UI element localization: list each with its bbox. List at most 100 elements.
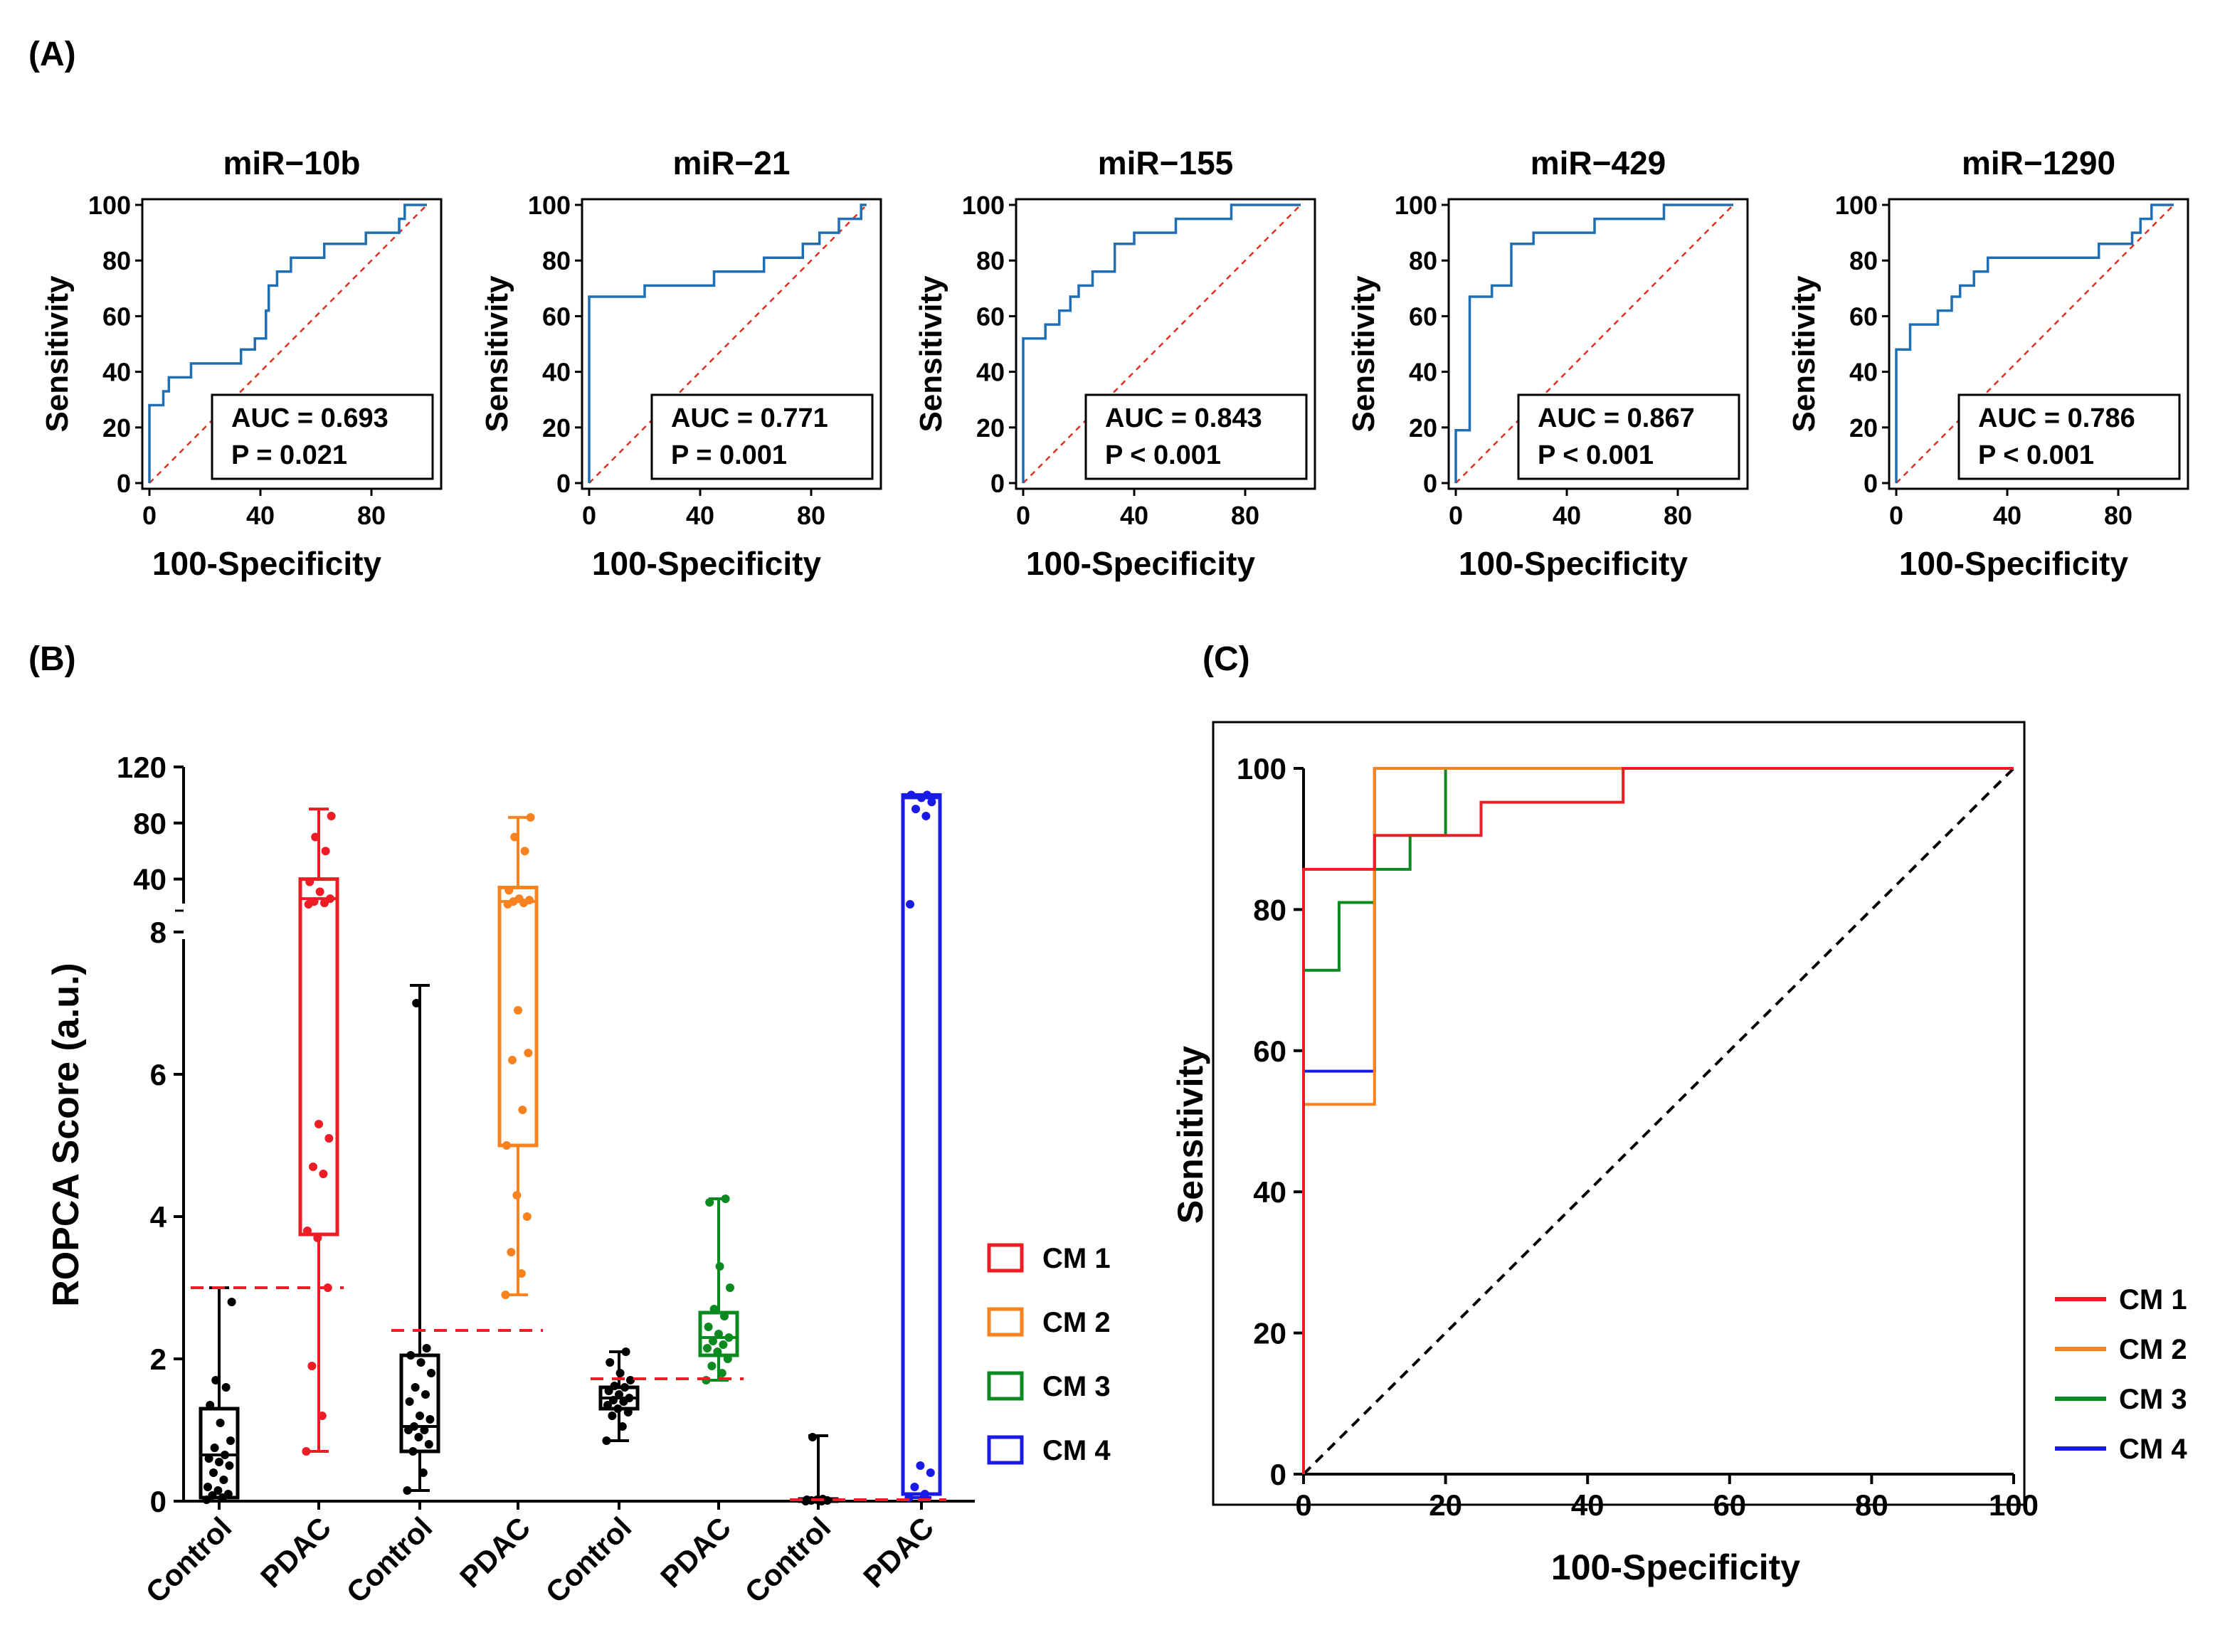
- stats-box: [1084, 393, 1308, 480]
- data-point: [514, 1006, 522, 1015]
- y-tick-label: 120: [117, 751, 166, 784]
- data-point: [314, 1120, 323, 1128]
- box: [497, 885, 539, 1148]
- data-point: [522, 1212, 532, 1221]
- data-point: [411, 1383, 420, 1392]
- y-tick-label: 2: [150, 1343, 166, 1376]
- y-tick-label: 8: [150, 916, 166, 949]
- data-point: [808, 1433, 817, 1441]
- data-point: [216, 1419, 225, 1427]
- p-value: P = 0.001: [671, 440, 787, 470]
- y-tick-label: 80: [1253, 893, 1286, 926]
- data-point: [305, 877, 314, 886]
- roc-subplot-1: miR−10b 0 20 40 60 80 100 0 40 80 Sensitivity 100-S…: [40, 144, 443, 582]
- data-point: [921, 811, 931, 820]
- x-tick-label: 40: [1120, 501, 1148, 530]
- data-point: [210, 1444, 219, 1452]
- data-point: [910, 1483, 919, 1491]
- subplot-title: miR−10b: [223, 144, 360, 181]
- data-point: [213, 1486, 223, 1495]
- p-value: P = 0.021: [231, 440, 347, 470]
- data-point: [621, 1347, 630, 1356]
- x-tick-label: 0: [1889, 501, 1903, 530]
- chance-diagonal: [1022, 204, 1301, 484]
- x-axis-label: 100-Specificity: [1551, 1547, 1800, 1587]
- data-point: [204, 1454, 213, 1463]
- y-tick-label: 80: [102, 246, 131, 275]
- x-tick-label: 40: [686, 501, 714, 530]
- data-point: [501, 1291, 510, 1299]
- data-point: [926, 1468, 935, 1477]
- data-point: [422, 1344, 431, 1352]
- y-axis-label: Sensitivity: [480, 275, 514, 433]
- y-tick-label: 20: [1849, 413, 1878, 443]
- panel-label-c: (C): [1202, 640, 1250, 678]
- legend-label: CM 2: [1042, 1307, 1111, 1338]
- data-point: [317, 1412, 327, 1420]
- y-tick-label: 40: [1253, 1175, 1286, 1209]
- y-tick-label: 80: [1849, 246, 1878, 275]
- data-point: [219, 1476, 228, 1484]
- data-point: [508, 1056, 517, 1064]
- data-point: [615, 1369, 625, 1377]
- x-tick-label: 0: [1449, 501, 1463, 530]
- x-tick-label: 0: [1295, 1488, 1311, 1522]
- data-point: [704, 1323, 713, 1331]
- data-point: [410, 1422, 418, 1431]
- data-point: [906, 900, 914, 909]
- data-point: [610, 1382, 619, 1390]
- y-tick-label: 40: [542, 358, 571, 387]
- data-point: [414, 1433, 423, 1441]
- y-axis-label: ROPCA Score (a.u.): [46, 963, 87, 1307]
- roc-curve: [148, 203, 427, 483]
- data-point: [604, 1387, 613, 1395]
- roc-subplot-3: miR−155 0 20 40 60 80 100 0 40 80 Sensitivity 100-S…: [914, 144, 1316, 582]
- y-tick-label: 6: [150, 1058, 166, 1091]
- y-tick-label: 0: [1270, 1458, 1286, 1491]
- x-tick-label: 40: [1993, 501, 2021, 530]
- data-point: [307, 1362, 317, 1370]
- legend-label: CM 4: [1042, 1435, 1111, 1466]
- pdac-box-3: [698, 1195, 739, 1384]
- x-tick-label: 0: [1016, 501, 1030, 530]
- subplot-title: miR−1290: [1962, 144, 2115, 181]
- y-axis-label: Sensitivity: [40, 275, 75, 433]
- y-tick-label: 4: [150, 1200, 167, 1234]
- data-point: [620, 1383, 629, 1392]
- y-tick-label: 0: [1423, 469, 1437, 498]
- chance-diagonal: [588, 204, 867, 484]
- legend-label: CM 1: [1042, 1243, 1111, 1274]
- data-point: [416, 1358, 426, 1367]
- chance-diagonal: [1302, 767, 2015, 1476]
- data-point: [803, 1495, 811, 1504]
- data-point: [717, 1369, 726, 1377]
- data-point: [713, 1347, 722, 1356]
- data-point: [406, 1351, 416, 1360]
- y-tick-label: 60: [1253, 1034, 1286, 1068]
- data-point: [709, 1305, 719, 1313]
- y-tick-label: 60: [1409, 302, 1437, 331]
- x-tick-label: 40: [1571, 1488, 1605, 1522]
- panel-a-roc-grid: miR−10b 0 20 40 60 80 100 0 40 80 Sensitivity 100-S…: [40, 144, 2189, 582]
- data-point: [724, 1333, 734, 1342]
- plot-frame: [1447, 198, 1749, 490]
- plot-frame: [1888, 198, 2189, 490]
- y-tick-label: 60: [542, 302, 571, 331]
- y-tick-label: 40: [976, 358, 1005, 387]
- y-tick-label: 20: [102, 413, 131, 443]
- subplot-title: miR−21: [673, 144, 791, 181]
- x-tick-label: 40: [246, 501, 275, 530]
- y-tick-label: 0: [990, 469, 1005, 498]
- data-point: [721, 1195, 730, 1203]
- x-tick-label: 80: [797, 501, 825, 530]
- roc-curve: [588, 203, 867, 483]
- data-point: [408, 1447, 418, 1456]
- data-point: [512, 1191, 522, 1200]
- roc-curve: [1454, 203, 1733, 483]
- data-point: [321, 847, 330, 856]
- data-point: [310, 897, 319, 906]
- data-point: [720, 1312, 729, 1320]
- data-point: [227, 1298, 236, 1306]
- x-tick-label: 0: [142, 501, 157, 530]
- data-point: [211, 1376, 221, 1384]
